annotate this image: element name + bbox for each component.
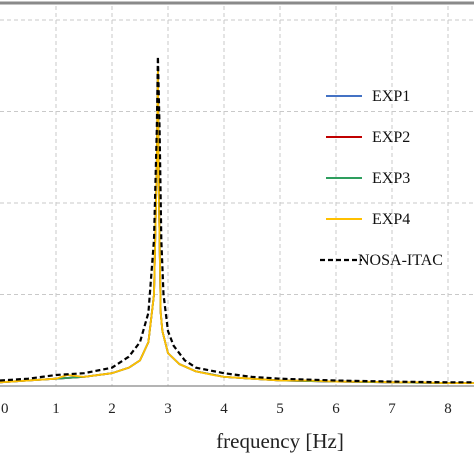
series-lines xyxy=(0,55,474,385)
x-tick-labels: 0 1 2 3 4 5 6 7 8 xyxy=(1,401,452,417)
legend-label-exp1: EXP1 xyxy=(372,88,410,105)
legend: EXP1 EXP2 EXP3 EXP4 NOSA-ITAC xyxy=(320,88,443,269)
x-tick-label: 8 xyxy=(444,401,452,417)
x-tick-label: 1 xyxy=(52,401,60,417)
x-axis-label: frequency [Hz] xyxy=(216,429,344,453)
x-tick-label: 5 xyxy=(276,401,284,417)
x-tick-label: 4 xyxy=(220,401,228,417)
x-tick-label: 3 xyxy=(164,401,172,417)
x-tick-label: 2 xyxy=(108,401,116,417)
legend-label-nosa-itac: NOSA-ITAC xyxy=(358,252,443,269)
series-line-exp4 xyxy=(0,70,474,385)
x-tick-label: 7 xyxy=(388,401,396,417)
grid xyxy=(0,6,474,386)
series-line-nosa-itac xyxy=(0,55,474,384)
legend-label-exp4: EXP4 xyxy=(372,211,410,228)
x-tick-label: 6 xyxy=(332,401,340,417)
legend-label-exp2: EXP2 xyxy=(372,129,410,146)
legend-label-exp3: EXP3 xyxy=(372,170,410,187)
x-tick-label: 0 xyxy=(1,401,9,417)
